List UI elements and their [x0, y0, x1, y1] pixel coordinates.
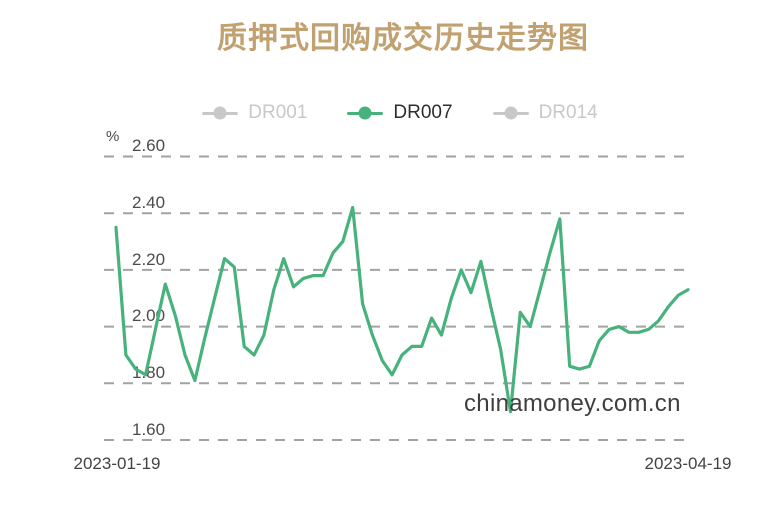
y-axis-tick: 2.40	[132, 193, 166, 212]
legend-item-dr007[interactable]: DR007	[347, 102, 453, 124]
y-axis-tick: 1.80	[132, 363, 166, 382]
x-axis-label-start: 2023-01-19	[73, 454, 161, 473]
dr007-series-line[interactable]	[114, 205, 690, 414]
page-title: 质押式回购成交历史走势图	[217, 22, 589, 55]
line-dot-marker-icon	[492, 111, 529, 115]
y-axis-tick: 1.60	[132, 420, 166, 439]
legend-label: DR007	[393, 102, 453, 123]
y-axis-tick: 2.20	[132, 250, 166, 269]
line-dot-marker-icon	[202, 111, 239, 115]
legend-label: DR014	[538, 102, 598, 123]
legend-item-dr001[interactable]: DR001	[202, 102, 307, 124]
x-axis-label-end: 2023-04-19	[644, 454, 732, 473]
y-axis-unit-label: %	[106, 128, 120, 145]
watermark: chinamoney.com.cn	[464, 390, 681, 417]
line-dot-marker-icon	[347, 111, 384, 115]
y-axis-tick: 2.60	[132, 136, 166, 155]
legend: DR001 DR007 DR014	[12, 102, 776, 124]
legend-label: DR001	[248, 102, 308, 123]
legend-item-dr014[interactable]: DR014	[492, 102, 598, 124]
